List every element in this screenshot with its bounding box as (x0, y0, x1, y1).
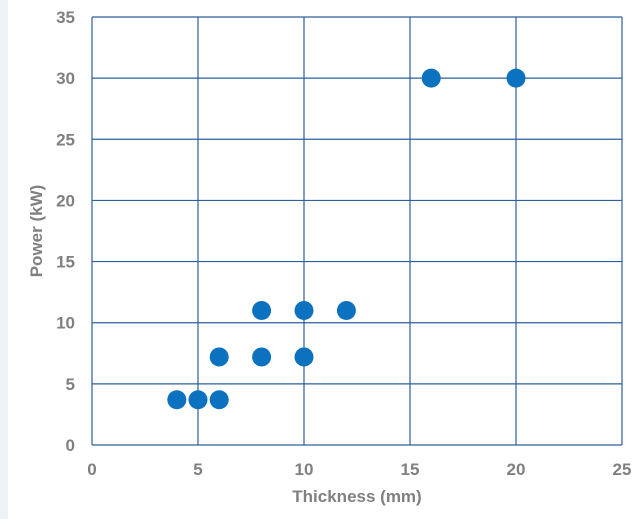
x-tick-label: 20 (507, 460, 526, 479)
data-point (421, 68, 441, 88)
data-point (209, 390, 229, 410)
y-axis-title: Power (kW) (27, 185, 46, 278)
tick-labels: 0 5 10 15 20 25 0 5 10 15 20 25 30 35 (56, 8, 631, 479)
data-point (167, 390, 187, 410)
x-tick-label: 5 (193, 460, 202, 479)
data-points (167, 68, 526, 410)
y-tick-label: 20 (56, 191, 75, 210)
data-point (294, 347, 314, 367)
x-tick-label: 0 (87, 460, 96, 479)
data-point (294, 300, 314, 320)
x-tick-label: 10 (295, 460, 314, 479)
y-tick-label: 30 (56, 69, 75, 88)
x-axis-title: Thickness (mm) (292, 487, 421, 506)
data-point (252, 347, 272, 367)
x-tick-label: 15 (401, 460, 420, 479)
data-point (506, 68, 526, 88)
data-point (188, 390, 208, 410)
y-tick-label: 10 (56, 314, 75, 333)
y-tick-label: 15 (56, 253, 75, 272)
y-tick-label: 0 (66, 436, 75, 455)
y-tick-label: 25 (56, 130, 75, 149)
x-tick-label: 25 (613, 460, 632, 479)
grid-lines (91, 16, 623, 446)
y-tick-label: 35 (56, 8, 75, 27)
data-point (252, 300, 272, 320)
y-tick-label: 5 (66, 375, 75, 394)
data-point (209, 347, 229, 367)
data-point (336, 300, 356, 320)
left-border-strip (0, 0, 8, 519)
